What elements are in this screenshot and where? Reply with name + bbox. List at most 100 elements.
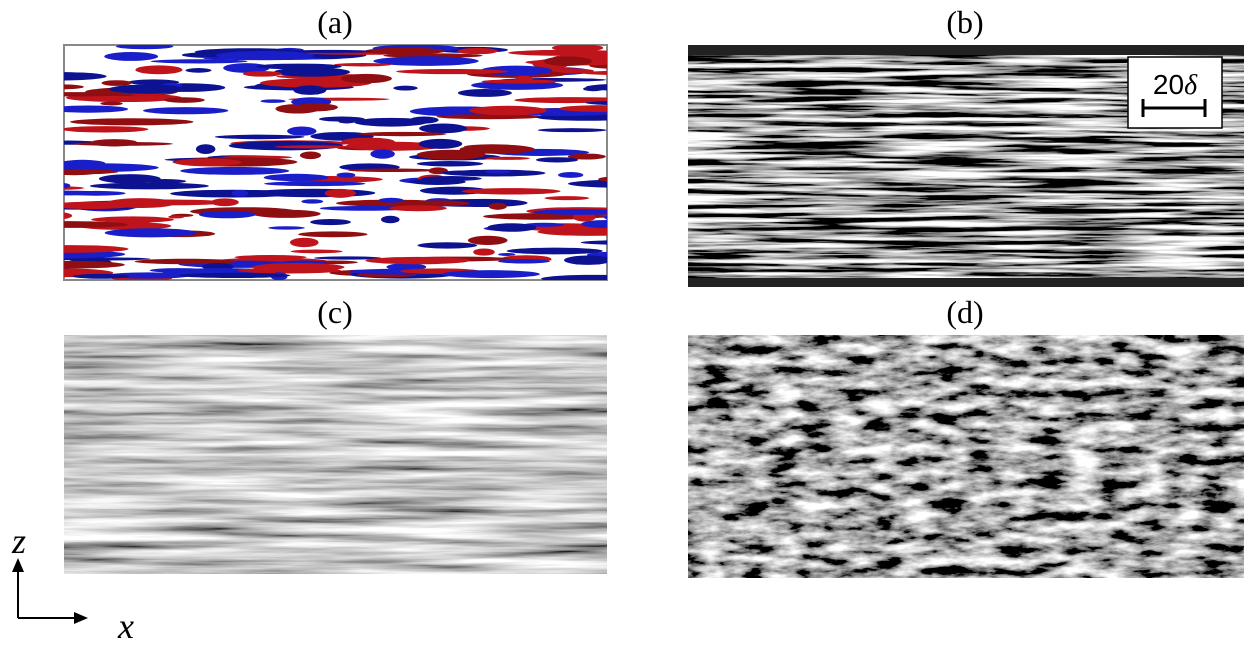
streak: [64, 84, 84, 90]
streak: [364, 47, 446, 55]
streak: [441, 170, 478, 176]
streak: [441, 270, 540, 279]
scale-symbol: δ: [1184, 70, 1198, 101]
streak: [178, 272, 291, 279]
axis-arrows: [12, 558, 88, 624]
streak: [467, 235, 508, 246]
streak: [365, 256, 470, 265]
streak: [581, 71, 607, 75]
streak: [101, 80, 132, 86]
streak: [252, 263, 345, 272]
streak: [64, 159, 106, 168]
streak: [537, 128, 607, 133]
streak: [64, 201, 136, 209]
streak: [514, 75, 533, 84]
streak: [598, 176, 607, 182]
streak: [532, 209, 607, 215]
streak: [585, 84, 607, 91]
panel-label: (c): [317, 294, 353, 330]
streak: [256, 63, 342, 70]
streak: [64, 260, 125, 269]
axis-label-z: z: [11, 521, 26, 561]
panel-b-edge: [688, 45, 1244, 55]
streak: [64, 126, 149, 133]
streak: [64, 92, 134, 97]
streak: [91, 216, 174, 223]
streak: [488, 202, 507, 210]
streak: [336, 172, 356, 178]
streak: [290, 249, 343, 254]
axis-label-x: x: [117, 606, 134, 646]
streak: [251, 188, 376, 198]
streak: [568, 179, 607, 188]
streak: [104, 228, 197, 238]
streak: [143, 107, 229, 115]
streak: [314, 256, 382, 260]
streak: [293, 85, 327, 95]
streak: [418, 138, 463, 149]
streak: [541, 274, 607, 280]
streak: [195, 144, 216, 154]
streak: [567, 153, 606, 160]
streak: [421, 176, 482, 182]
streak: [264, 181, 366, 187]
panel-c: [64, 335, 607, 574]
streak: [543, 56, 592, 67]
streak: [473, 248, 495, 256]
streak: [347, 168, 436, 173]
streak: [223, 63, 270, 73]
panel-d: [688, 335, 1244, 578]
streak: [198, 210, 256, 219]
streak: [613, 268, 643, 275]
streak: [468, 105, 547, 116]
streak: [289, 49, 373, 53]
streak: [234, 254, 307, 260]
streak: [378, 197, 404, 203]
streak: [340, 73, 392, 84]
streak: [457, 47, 498, 55]
streak: [603, 215, 607, 220]
streak: [373, 56, 479, 66]
streak: [64, 72, 107, 81]
streak: [480, 65, 553, 76]
streak: [231, 189, 249, 197]
streak: [581, 219, 607, 229]
streak: [64, 245, 129, 253]
streak: [457, 88, 512, 97]
streak: [180, 166, 290, 175]
streak: [564, 255, 607, 265]
streak: [64, 221, 128, 228]
streak: [463, 144, 521, 150]
streak: [380, 215, 400, 224]
streak: [301, 199, 324, 204]
streak: [416, 149, 486, 160]
streak: [396, 68, 509, 75]
streak: [354, 117, 428, 127]
streak: [214, 134, 305, 140]
streak: [287, 126, 317, 136]
streak: [164, 97, 205, 103]
streak: [185, 68, 212, 73]
streak: [498, 252, 516, 257]
streak: [537, 227, 607, 236]
streak: [274, 145, 354, 149]
streak: [64, 169, 119, 175]
streak: [66, 190, 126, 196]
streak: [417, 242, 478, 249]
streak: [263, 173, 329, 182]
panel-b-edge: [688, 278, 1244, 287]
streak: [134, 258, 237, 265]
streak: [389, 205, 447, 212]
streak: [508, 49, 607, 56]
streak: [242, 70, 282, 77]
streak: [98, 174, 161, 184]
streak: [299, 151, 322, 160]
streak: [573, 212, 596, 222]
streak: [585, 100, 607, 105]
streak: [210, 198, 239, 207]
streak: [558, 172, 584, 178]
streak: [318, 116, 365, 122]
streak: [319, 205, 411, 211]
streak: [268, 226, 305, 230]
